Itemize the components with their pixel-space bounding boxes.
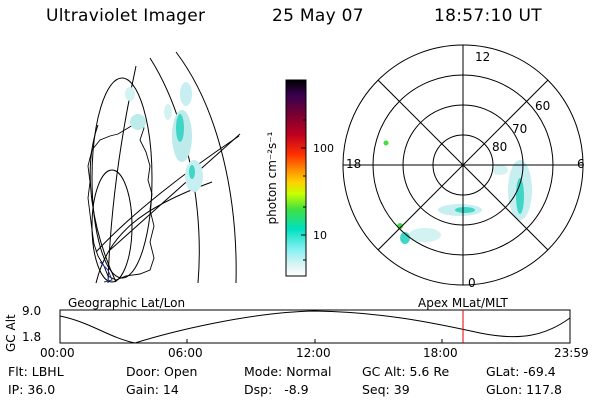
- info-glat: GLat: -69.4: [486, 364, 556, 379]
- map-limb: [89, 124, 117, 283]
- geographic-aurora: [125, 82, 203, 192]
- colorbar: [285, 79, 307, 277]
- aurora-patch: [492, 165, 508, 175]
- polar-label-mlt-6: 6: [577, 157, 585, 171]
- altitude-ytick: 9.0: [22, 304, 42, 318]
- altitude-xtick: 18:00: [423, 346, 458, 360]
- altitude-xtick: 06:00: [168, 346, 203, 360]
- polar-label-lat-80: 80: [492, 140, 507, 154]
- polar-diagonal: [377, 79, 549, 251]
- aurora-patch: [180, 82, 192, 106]
- altitude-xtick: 23:59: [554, 346, 589, 360]
- polar-label-lat-70: 70: [512, 122, 527, 136]
- altitude-ylabel: GC Alt: [4, 314, 18, 352]
- image-time: 18:57:10 UT: [434, 6, 542, 26]
- aurora-patch: [164, 104, 172, 120]
- geographic-map: [87, 51, 241, 284]
- altitude-xtick: 12:00: [296, 346, 331, 360]
- map-caption-apex: Apex MLat/MLT: [418, 296, 508, 310]
- colorbar-ticks: [301, 119, 306, 261]
- info-seq: Seq: 39: [362, 382, 410, 397]
- colorbar-tick-label: 100: [313, 142, 334, 155]
- coastline-detail: [99, 261, 113, 283]
- info-ip: IP: 36.0: [8, 382, 56, 397]
- image-title: Ultraviolet Imager: [46, 6, 206, 26]
- map-lat-ring-2: [91, 169, 133, 283]
- colorbar-label: photon cm⁻²s⁻¹: [265, 131, 279, 224]
- polar-label-mlt-0: 0: [468, 276, 476, 290]
- info-mode: Mode: Normal: [244, 364, 332, 379]
- aurora-patch: [176, 114, 184, 142]
- map-tangent-line: [109, 133, 241, 251]
- polar-label-mlt-12: 12: [475, 50, 490, 64]
- polar-label-lat-60: 60: [535, 99, 550, 113]
- info-dsp: Dsp: -8.9: [244, 382, 309, 397]
- polar-label-mlt-18: 18: [346, 157, 361, 171]
- altitude-ytick: 1.8: [22, 330, 42, 344]
- map-longitude-arc-outer: [175, 51, 237, 284]
- altitude-plot-frame: [59, 309, 571, 344]
- info-filter: Flt: LBHL: [8, 364, 64, 379]
- aurora-patch: [125, 87, 135, 101]
- altitude-curve: [59, 310, 571, 344]
- info-gain: Gain: 14: [126, 382, 179, 397]
- aurora-patch: [516, 178, 524, 214]
- altitude-xtick: 00:00: [40, 346, 75, 360]
- altitude-x-ticks: [59, 339, 571, 343]
- aurora-patch: [409, 228, 441, 242]
- aurora-patch: [189, 165, 195, 179]
- aurora-patch: [130, 114, 146, 130]
- image-date: 25 May 07: [272, 6, 364, 26]
- aurora-patch: [455, 207, 475, 213]
- aurora-patch: [400, 232, 410, 244]
- info-door: Door: Open: [126, 364, 198, 379]
- info-gc-alt: GC Alt: 5.6 Re: [362, 364, 450, 379]
- aurora-patch: [383, 140, 389, 146]
- polar-plot: [342, 44, 584, 286]
- info-glon: GLon: 117.8: [486, 382, 562, 397]
- colorbar-tick-label: 10: [313, 229, 327, 242]
- map-latitude-curve-2: [95, 135, 240, 253]
- map-latitude-curve-1: [95, 181, 213, 284]
- map-caption-geographic: Geographic Lat/Lon: [68, 296, 186, 310]
- altitude-plot: [59, 309, 571, 344]
- polar-aurora: [383, 140, 532, 244]
